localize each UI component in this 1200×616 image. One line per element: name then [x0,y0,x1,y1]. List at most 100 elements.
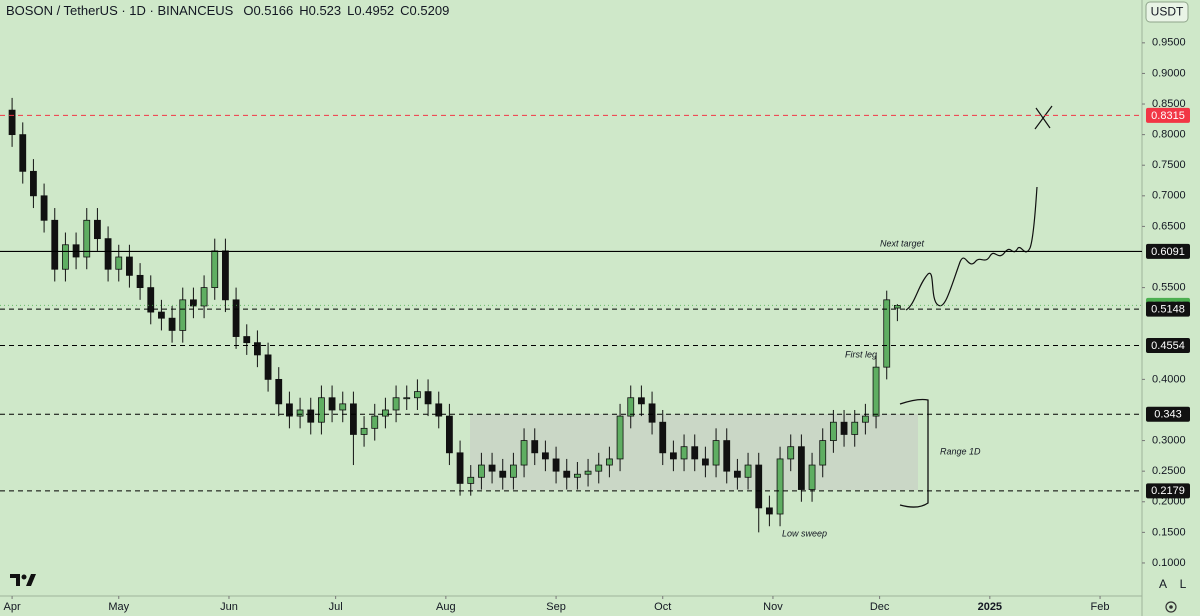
price-label: 0.6091 [1151,246,1185,258]
candle-body [510,464,517,478]
candle-body [83,219,91,258]
price-label-box [1146,483,1190,499]
x-tick-label: Dec [870,601,890,613]
candle-body [787,446,795,460]
candle-body [62,244,69,270]
y-tick-label: 0.3000 [1152,434,1186,446]
ohlc-label: H [299,3,308,18]
y-tick-label: 0.1000 [1152,557,1186,569]
candle-body [296,409,304,417]
ohlc-label: L [347,3,354,18]
candle-body [861,415,869,423]
candle-body [712,440,720,466]
annotation: Low sweep [782,528,827,538]
candle-body [797,446,805,490]
logo-part [10,574,20,586]
candle-body [637,397,645,405]
symbol: BOSON / TetherUS · 1D · BINANCEUS [6,3,234,18]
annotation: Range 1D [940,446,981,456]
candle-body [190,299,197,307]
candle-body [584,470,592,475]
tradingview-logo [10,574,36,586]
candle-body [104,238,112,270]
candle-body [733,470,741,478]
ohlc-value: 0.523 [309,3,342,18]
candle-body [136,274,144,288]
candle-body [669,452,677,460]
candle-body [648,403,656,423]
candle-body [776,458,784,515]
candle-body [275,378,283,405]
y-tick-label: 0.9500 [1152,37,1186,49]
candle-body [467,476,475,484]
candle-body [542,452,549,460]
y-tick-label: 0.7000 [1152,190,1186,202]
y-tick-label: 0.4000 [1152,373,1186,385]
y-tick-label: 0.8500 [1152,98,1186,110]
candle-body [691,446,699,460]
logo-part [21,574,27,580]
price-label-box [1146,107,1190,123]
price-label: 0.2179 [1151,485,1185,497]
candle-body [179,299,187,331]
currency-button-bg[interactable] [1145,1,1189,23]
log-scale-button[interactable]: L [1180,577,1187,591]
candle-body [40,195,48,221]
y-tick-label: 0.5500 [1152,282,1186,294]
annotation: First leg [845,349,877,359]
y-tick-label: 0.1500 [1152,526,1186,538]
candle-body [51,219,59,270]
currency-button-label[interactable]: USDT [1151,5,1184,19]
currency-button[interactable]: USDT [1145,1,1189,23]
candle-body [478,464,485,478]
settings-icon-center[interactable] [1169,605,1173,609]
ohlc-value: 0.5166 [253,3,293,18]
auto-scale-button[interactable]: A [1159,577,1167,591]
candle-body [456,452,464,484]
x-tick-label: Nov [763,601,783,613]
candle-body [435,403,443,417]
x-tick-label: Feb [1091,601,1110,613]
x-tick-label: Jul [329,601,343,613]
ohlc-value: 0.5209 [410,3,450,18]
price-label-box [1146,406,1190,422]
candle-body [883,299,891,368]
candle-body [115,256,123,270]
candle-body [659,421,667,454]
settings-icon[interactable] [1165,601,1177,613]
x-tick-label: Sep [546,601,566,613]
candle-body [232,299,240,337]
x-tick-label: 2025 [978,601,1002,613]
candle-body [126,256,133,276]
plot [8,97,901,533]
candle-body [755,464,763,509]
candle-body [701,458,709,466]
candle-body [30,170,37,197]
candle-body [94,219,101,240]
candle-body [819,440,827,466]
candle-body [829,421,837,441]
candle-body [744,464,752,478]
ohlc-label: O [243,3,253,18]
ohlc-value: 0.4952 [354,3,394,18]
candle-body [222,250,229,301]
price-label: 0.343 [1154,409,1182,421]
candle-body [765,507,773,515]
ohlc-label: C [400,3,409,18]
price-label-box [1146,301,1190,317]
candle-body [382,409,389,417]
candle-body [392,397,400,411]
candle-body [446,415,453,454]
price-label-box [1146,243,1190,259]
candle-body [893,305,901,309]
settings-button[interactable] [1165,601,1177,613]
candle-body [563,470,571,478]
symbol-title: BOSON / TetherUS · 1D · BINANCEUS O0.5166… [6,3,449,18]
price-label: 0.8315 [1151,110,1185,122]
candle-body [19,134,27,172]
candle-body [520,440,528,466]
y-tick-label: 0.6500 [1152,220,1186,232]
candle-body [168,317,176,331]
x-tick-label: Apr [4,601,21,613]
candle-body [307,409,315,423]
